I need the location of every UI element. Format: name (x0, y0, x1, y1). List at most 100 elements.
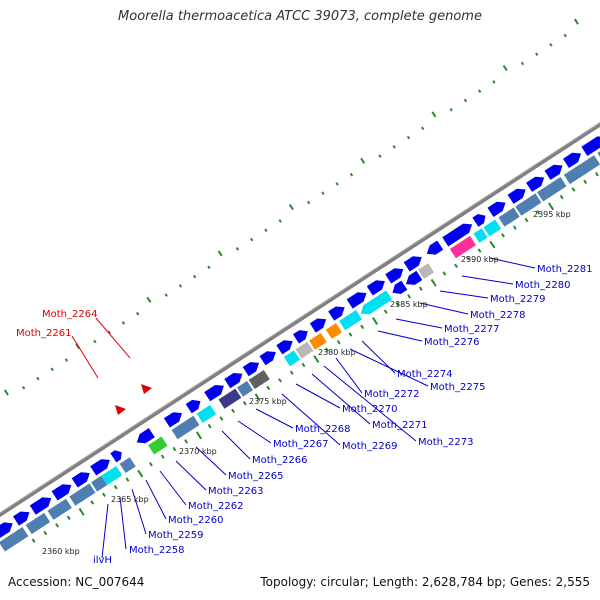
forward-gene (426, 240, 444, 255)
reverse-gene (218, 388, 242, 409)
gene-label-moth-2272[interactable]: Moth_2272 (364, 389, 419, 400)
inner-tick (31, 538, 36, 543)
inner-tick (278, 378, 282, 383)
reverse-gene (405, 270, 423, 285)
inner-tick (465, 255, 470, 261)
reverse-gene (196, 404, 217, 423)
inner-tick (102, 492, 106, 498)
outer-tick (22, 386, 26, 390)
inner-tick (55, 523, 59, 528)
genome-backbone-highlight (0, 121, 600, 514)
gene-label-moth-2281[interactable]: Moth_2281 (537, 264, 592, 275)
inner-tick (195, 431, 202, 440)
gene-label-moth-2264[interactable]: Moth_2264 (42, 309, 97, 320)
scale-label-2370: 2370 kbp (179, 447, 217, 456)
forward-gene (328, 306, 345, 321)
inner-tick (43, 530, 48, 536)
gene-label-moth-2261[interactable]: Moth_2261 (16, 328, 71, 339)
forward-gene (581, 136, 600, 156)
gene-label-moth-2278[interactable]: Moth_2278 (470, 310, 525, 321)
inner-tick (78, 507, 85, 516)
gene-label-moth-2267[interactable]: Moth_2267 (273, 439, 328, 450)
gene-label-moth-2280[interactable]: Moth_2280 (515, 280, 570, 291)
reverse-gene (392, 280, 408, 294)
inner-tick (90, 500, 95, 505)
outer-tick (36, 376, 40, 381)
outer-tick (64, 358, 69, 362)
leader-line-red (95, 317, 131, 359)
forward-gene (293, 330, 308, 344)
gene-label-moth-2275[interactable]: Moth_2275 (430, 382, 485, 393)
gene-label-moth-2277[interactable]: Moth_2277 (444, 324, 499, 335)
reverse-gene (537, 177, 567, 202)
outer-tick (321, 191, 325, 195)
reverse-gene (597, 151, 600, 157)
forward-gene (472, 214, 486, 227)
gene-label-moth-2274[interactable]: Moth_2274 (397, 369, 452, 380)
outer-tick (178, 284, 183, 288)
outer-tick (463, 98, 468, 103)
forward-gene (385, 268, 404, 284)
forward-gene (526, 176, 545, 192)
gene-label-moth-2260[interactable]: Moth_2260 (168, 515, 223, 526)
outer-tick (549, 43, 553, 47)
map-title: Moorella thermoacetica ATCC 39073, compl… (118, 9, 482, 24)
inner-tick (501, 233, 505, 238)
reverse-gene (418, 263, 435, 279)
outer-tick (392, 145, 396, 149)
reverse-strand-track (0, 151, 600, 552)
inner-tick (254, 393, 261, 402)
reverse-gene (25, 512, 51, 535)
leader-line (195, 446, 227, 476)
forward-gene (346, 292, 367, 309)
inner-tick (524, 217, 529, 223)
outer-tick (164, 293, 168, 297)
inner-tick (266, 385, 271, 391)
gene-label-moth-2279[interactable]: Moth_2279 (490, 294, 545, 305)
gene-label-moth-2258[interactable]: Moth_2258 (129, 545, 184, 556)
scale-label-2390: 2390 kbp (461, 255, 499, 264)
inner-tick (536, 210, 541, 215)
gene-label-moth-2266[interactable]: Moth_2266 (252, 455, 307, 466)
scale-label-2380: 2380 kbp (318, 348, 356, 357)
outer-tick (563, 33, 567, 38)
reverse-gene (283, 350, 300, 367)
outer-tick (235, 246, 240, 251)
inner-tick (418, 286, 423, 291)
leader-line (131, 488, 147, 535)
gene-label-moth-2268[interactable]: Moth_2268 (295, 424, 350, 435)
leader-line (255, 408, 294, 429)
gene-label-moth-2259[interactable]: Moth_2259 (148, 530, 203, 541)
forward-gene (487, 201, 506, 217)
reverse-gene (360, 290, 393, 315)
inner-tick (559, 194, 564, 200)
outer-tick (121, 321, 126, 325)
outer-tick (535, 52, 539, 56)
leader-line (419, 302, 469, 315)
reverse-gene (498, 207, 520, 227)
inner-tick (395, 301, 400, 307)
gene-label-moth-2270[interactable]: Moth_2270 (342, 404, 397, 415)
label-leader-lines (71, 257, 536, 559)
gene-label-moth-2276[interactable]: Moth_2276 (424, 337, 479, 348)
outer-tick-marks (3, 18, 579, 396)
outer-tick (449, 107, 453, 112)
gene-label-moth-2265[interactable]: Moth_2265 (228, 471, 283, 482)
inner-tick (548, 202, 555, 211)
leader-line (461, 275, 514, 285)
gene-label-ilvh[interactable]: ilvH (93, 555, 112, 566)
inner-tick (512, 225, 517, 230)
outer-tick (146, 296, 152, 303)
outer-tick (136, 311, 140, 316)
gene-label-moth-2273[interactable]: Moth_2273 (418, 437, 473, 448)
inner-tick (242, 401, 247, 406)
gene-label-moth-2263[interactable]: Moth_2263 (208, 486, 263, 497)
gene-label-moth-2262[interactable]: Moth_2262 (188, 501, 243, 512)
gene-label-moth-2271[interactable]: Moth_2271 (372, 420, 427, 431)
forward-gene (224, 373, 243, 389)
leader-line (237, 420, 272, 444)
inner-tick (160, 454, 165, 459)
gene-label-moth-2269[interactable]: Moth_2269 (342, 441, 397, 452)
leader-line (323, 365, 417, 442)
